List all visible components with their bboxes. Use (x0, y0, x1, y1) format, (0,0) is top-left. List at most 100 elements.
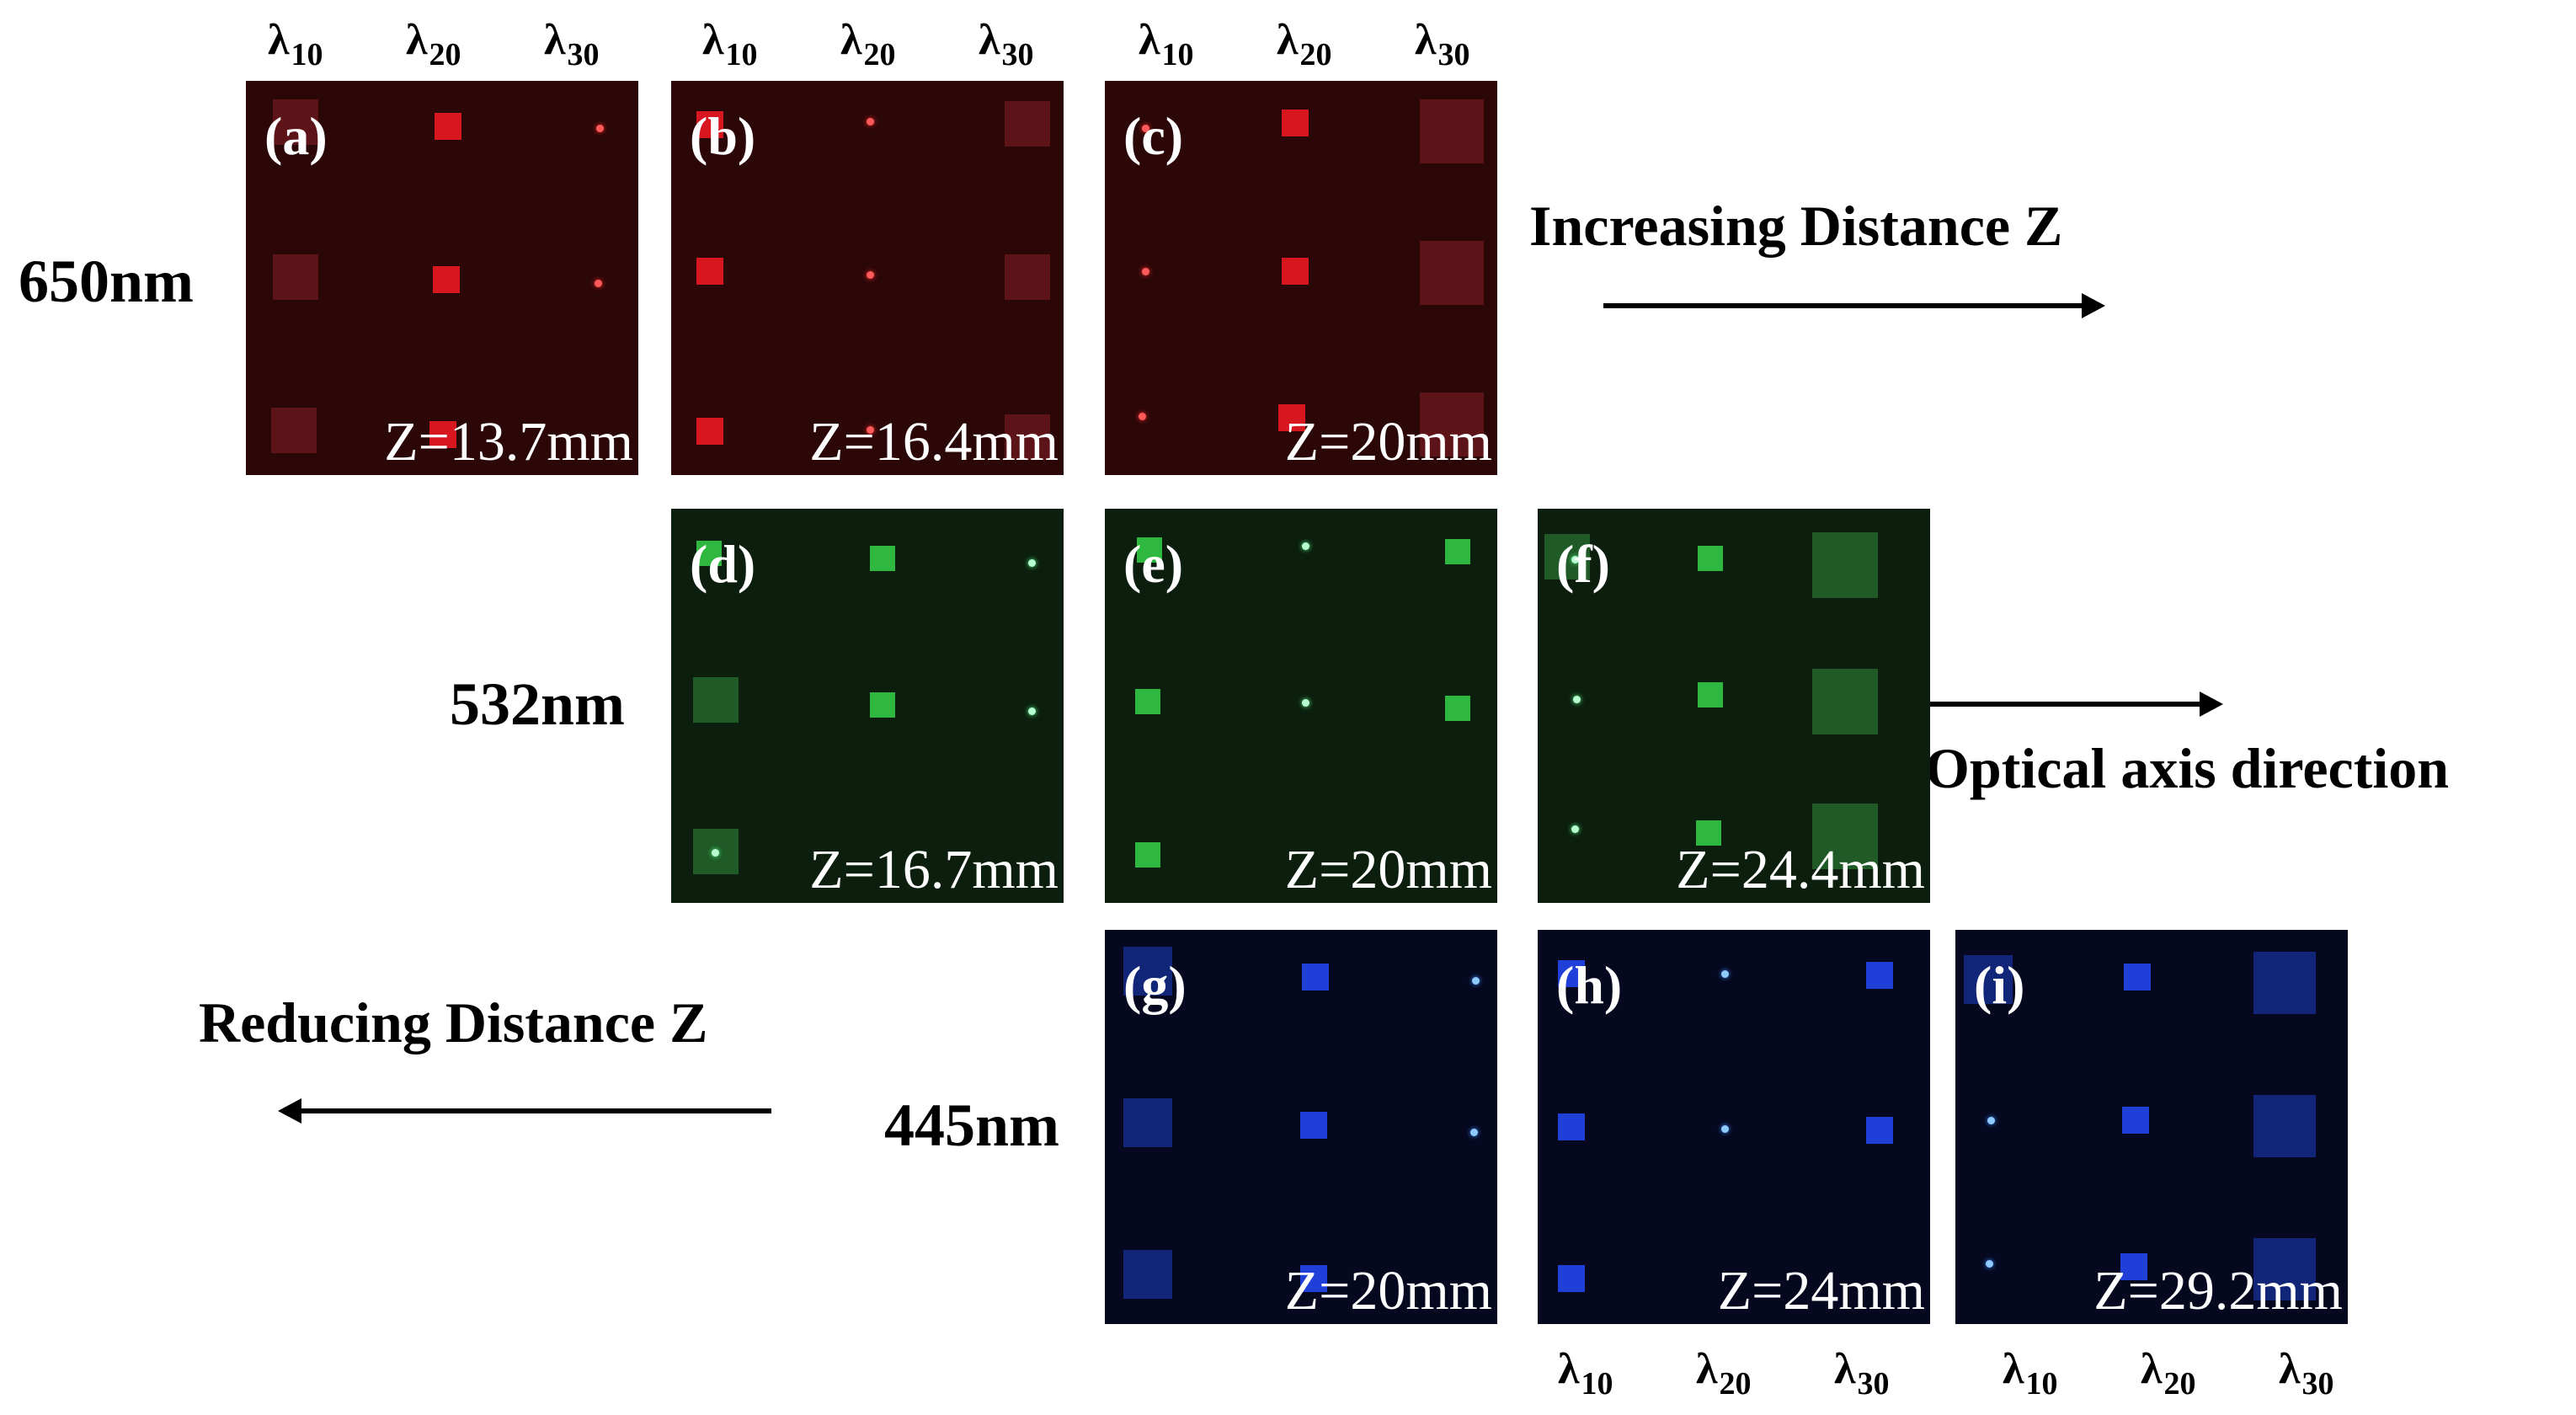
spot-dot (867, 118, 874, 125)
spot-square (1812, 804, 1878, 869)
spot-dot (1028, 708, 1036, 715)
z-distance-label: Z=20mm (1284, 839, 1492, 900)
spot-dot (1470, 1129, 1478, 1136)
spot-square (1866, 962, 1893, 989)
spot-square (273, 254, 318, 300)
spot-square (1302, 964, 1329, 990)
spot-square (1300, 1265, 1327, 1292)
reducing-arrow (278, 1098, 771, 1124)
lambda-10-label: λ10 (2003, 1345, 2058, 1402)
spot-square (693, 677, 739, 723)
spot-dot (596, 125, 604, 132)
lambda-30-label: λ30 (2279, 1345, 2334, 1402)
spot-square (273, 99, 318, 145)
lambda-30-label: λ30 (544, 16, 600, 73)
spot-square (429, 421, 456, 448)
z-distance-label: Z=24mm (1717, 1260, 1925, 1322)
spot-square (2253, 1238, 2316, 1300)
spot-square (1696, 820, 1721, 846)
spot-dot (712, 849, 719, 857)
spot-dot (867, 426, 874, 434)
spot-square (1137, 537, 1162, 563)
spot-dot (1142, 125, 1149, 132)
panel-label: (b) (690, 106, 756, 166)
spot-square (1866, 1117, 1893, 1144)
panel-c: (c) Z=20mm (1105, 81, 1497, 475)
lambda-20-label: λ20 (840, 16, 896, 73)
panel-g: (g) Z=20mm (1105, 930, 1497, 1324)
spot-square (1278, 404, 1305, 431)
z-distance-label: Z=13.7mm (384, 411, 633, 473)
panel-label: (g) (1123, 955, 1187, 1015)
spot-square (1282, 258, 1309, 285)
spot-square (1445, 539, 1470, 564)
spot-square (1445, 696, 1470, 721)
wavelength-445-label: 445nm (884, 1092, 1060, 1159)
spot-square (1300, 1112, 1327, 1139)
spot-dot (1721, 1125, 1729, 1133)
spot-square (271, 408, 317, 453)
spot-dot (1987, 1117, 1995, 1124)
panel-a: (a) Z=13.7mm (246, 81, 638, 475)
spot-square (2253, 1095, 2316, 1157)
spot-square (1698, 546, 1723, 571)
panel-label: (i) (1974, 955, 2025, 1015)
spot-square (1005, 414, 1050, 460)
lambda-20-label: λ20 (1696, 1345, 1752, 1402)
optical-axis-label: Optical axis direction (1925, 736, 2450, 800)
spot-square (696, 258, 723, 285)
spot-square (1123, 1098, 1172, 1147)
spot-square (1698, 682, 1723, 708)
z-distance-label: Z=20mm (1284, 1260, 1492, 1322)
spot-square (1123, 1250, 1172, 1299)
spot-dot (1986, 1260, 1993, 1268)
spot-square (870, 546, 895, 571)
spot-dot (1571, 825, 1579, 833)
panel-d: (d) Z=16.7mm (671, 509, 1064, 903)
lambda-10-label: λ10 (702, 16, 758, 73)
spot-square (435, 113, 461, 140)
spot-dot (1028, 559, 1036, 567)
wavelength-650-label: 650nm (19, 248, 195, 315)
spot-square (2124, 964, 2151, 990)
spot-square (1812, 669, 1878, 734)
panel-b: (b) Z=16.4mm (671, 81, 1064, 475)
spot-square (1135, 842, 1160, 868)
spot-dot (1472, 977, 1480, 985)
z-distance-label: Z=29.2mm (2093, 1260, 2343, 1322)
lambda-20-label: λ20 (406, 16, 461, 73)
optical-axis-arrow (1901, 691, 2223, 717)
lambda-20-label: λ20 (1277, 16, 1332, 73)
spot-square (1558, 960, 1585, 987)
spot-dot (867, 271, 874, 279)
spot-square (1420, 99, 1484, 163)
increasing-distance-label: Increasing Distance Z (1529, 194, 2063, 258)
spot-square (1544, 534, 1590, 579)
spot-square (696, 541, 722, 566)
spot-square (870, 692, 895, 718)
spot-square (1812, 532, 1878, 598)
spot-square (1420, 392, 1484, 457)
panel-e: (e) Z=20mm (1105, 509, 1497, 903)
spot-square (2122, 1107, 2149, 1134)
panel-label: (e) (1123, 534, 1184, 594)
spot-square (696, 111, 723, 138)
spot-dot (1302, 699, 1309, 707)
spot-dot (1571, 556, 1579, 563)
z-distance-label: Z=24.4mm (1676, 839, 1925, 900)
lambda-10-label: λ10 (1139, 16, 1194, 73)
spot-square (1558, 1265, 1585, 1292)
panel-label: (h) (1556, 955, 1623, 1015)
spot-dot (595, 280, 602, 287)
lambda-30-label: λ30 (1834, 1345, 1890, 1402)
spot-dot (1721, 970, 1729, 978)
panel-h: (h) Z=24mm (1538, 930, 1930, 1324)
spot-dot (1142, 268, 1149, 275)
spot-square (1282, 109, 1309, 136)
spot-square (1420, 241, 1484, 305)
increasing-arrow (1603, 293, 2105, 318)
panel-label: (f) (1556, 534, 1610, 594)
spot-square (1135, 689, 1160, 714)
spot-square (696, 418, 723, 445)
panel-label: (d) (690, 534, 756, 594)
